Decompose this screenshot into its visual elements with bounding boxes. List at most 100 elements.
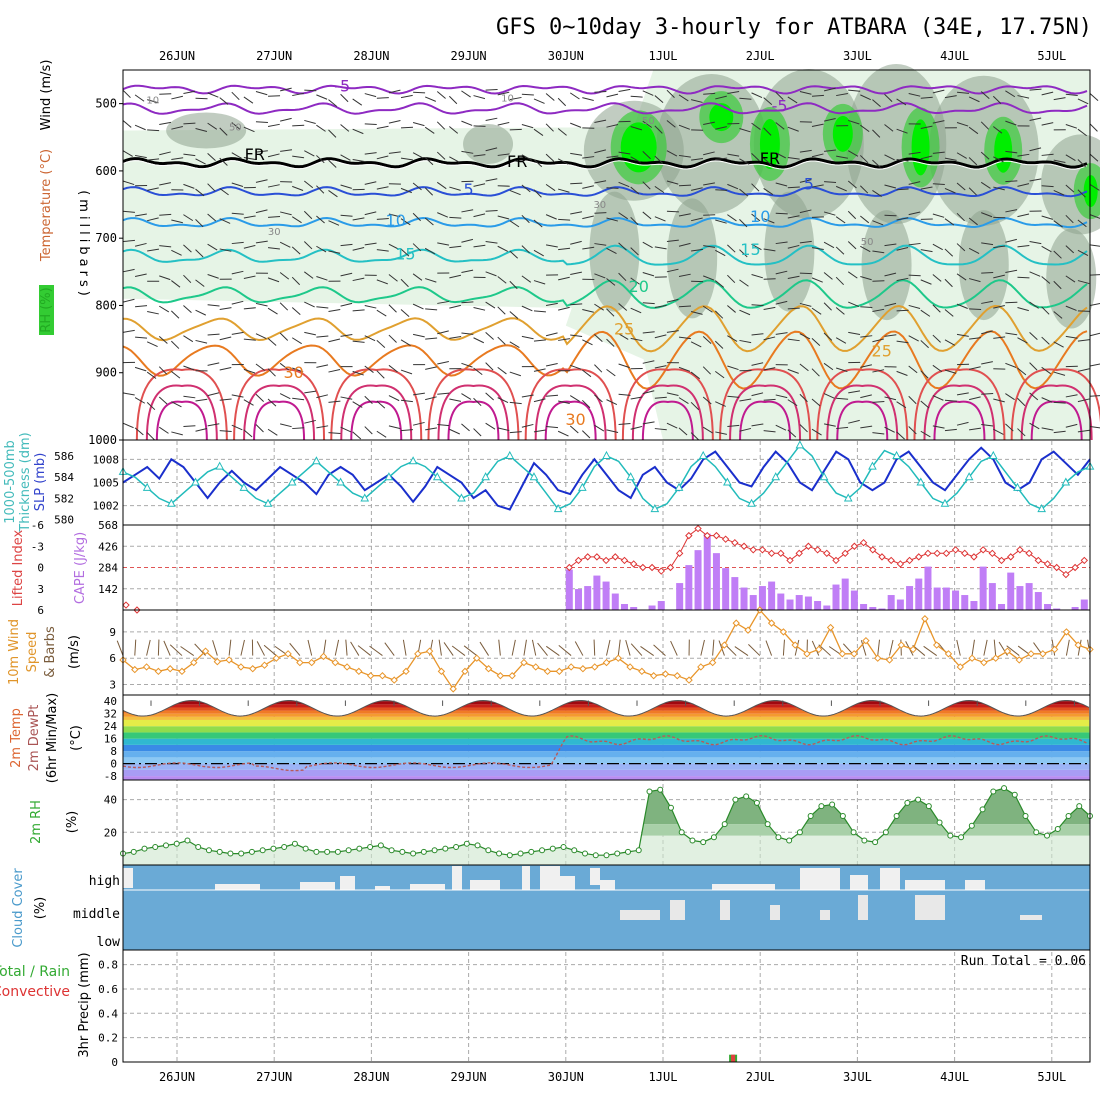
li-point — [832, 556, 840, 565]
temp-contour-25 — [122, 304, 1088, 353]
li-point — [1007, 553, 1015, 561]
wind-speed-point — [449, 685, 457, 693]
cloud-mid-gap — [820, 910, 830, 920]
upper-wind-barb — [557, 158, 569, 165]
bottom-day-label: 26JUN — [159, 1070, 195, 1084]
cape-bar — [915, 578, 923, 610]
wind-speed-point — [968, 654, 976, 662]
rh-blob — [1046, 228, 1097, 329]
wind-speed-point — [732, 619, 740, 627]
upper-wind-barb — [666, 210, 679, 213]
upper-wind-barb — [425, 366, 437, 370]
upper-wind-barb — [231, 152, 242, 159]
upper-wind-barb — [691, 248, 704, 252]
upper-wind-barb — [642, 151, 651, 160]
upper-wind-barb — [763, 336, 776, 341]
upper-wind-barb — [1065, 423, 1078, 428]
wind-speed-point — [166, 665, 174, 673]
upper-wind-barb — [147, 248, 160, 252]
warm-lobe — [437, 384, 510, 441]
upper-wind-barb — [509, 96, 522, 101]
rh2m-point — [517, 850, 524, 857]
upper-wind-barb — [799, 333, 811, 340]
temp-tick-label: 24 — [104, 720, 118, 733]
upper-wind-barb — [920, 340, 929, 349]
upper-wind-barb — [993, 336, 1006, 339]
warm-lobe — [544, 400, 597, 441]
upper-wind-barb — [1077, 98, 1089, 105]
li-point — [988, 549, 997, 558]
upper-wind-barb — [714, 340, 724, 349]
upper-wind-barb — [835, 246, 845, 255]
upper-wind-barb — [920, 279, 932, 285]
upper-wind-barb — [690, 341, 702, 348]
upper-wind-barb — [654, 216, 666, 222]
cape-bar — [593, 575, 601, 610]
upper-wind-barb — [316, 155, 325, 164]
rh2m-point — [281, 844, 288, 851]
upper-wind-barb — [304, 419, 316, 424]
upper-wind-barb — [461, 90, 471, 98]
cloud-unit-label: (%) — [33, 897, 48, 920]
upper-wind-barb — [606, 368, 616, 377]
wind-barb — [670, 640, 678, 656]
wind-speed-point — [649, 672, 658, 680]
li-point-early — [122, 601, 130, 609]
upper-wind-barb — [848, 331, 861, 335]
upper-wind-barb — [291, 276, 301, 286]
wind-speed-point — [260, 661, 269, 669]
warm-lobe — [933, 400, 986, 441]
temp-contour-30a — [122, 330, 1088, 390]
upper-wind-barb — [122, 422, 134, 429]
upper-wind-barb — [787, 307, 800, 310]
upper-wind-barb — [1089, 123, 1098, 132]
upper-wind-barb — [751, 243, 762, 251]
upper-wind-barb — [860, 306, 873, 309]
upper-wind-barb — [183, 305, 192, 313]
wind-speed-point — [213, 657, 222, 666]
upper-wind-barb — [243, 156, 256, 161]
wind-speed-point — [331, 658, 339, 667]
upper-wind-barb — [400, 339, 411, 347]
upper-wind-barb — [219, 97, 229, 105]
upper-wind-barb — [678, 94, 689, 102]
upper-wind-barb — [316, 276, 328, 281]
upper-wind-barb — [425, 396, 437, 401]
upper-wind-barb — [727, 335, 738, 342]
upper-wind-barb — [268, 215, 281, 218]
upper-wind-barb — [1089, 363, 1100, 367]
upper-wind-barb — [1005, 301, 1018, 304]
upper-wind-barb — [969, 308, 982, 310]
upper-wind-barb — [860, 94, 871, 101]
upper-wind-barb — [1017, 306, 1029, 312]
wind-speed-point — [838, 650, 847, 658]
top-day-label: 27JUN — [256, 49, 292, 63]
warm-lobe — [233, 368, 326, 441]
upper-wind-barb — [340, 333, 353, 337]
upper-wind-barb — [908, 395, 917, 405]
upper-wind-barb — [582, 97, 594, 101]
upper-wind-barb — [195, 128, 208, 132]
upper-wind-barb — [243, 368, 256, 374]
upper-wind-barb — [449, 245, 462, 249]
upper-wind-barb — [461, 120, 473, 126]
upper-wind-barb — [642, 360, 655, 364]
upper-wind-barb — [412, 212, 421, 222]
upper-wind-barb — [1053, 280, 1062, 290]
upper-wind-barb — [158, 366, 168, 375]
temp-contour-5 — [122, 186, 1088, 198]
upper-wind-barb — [328, 309, 341, 313]
upper-wind-barb — [219, 248, 232, 252]
upper-wind-barb — [158, 396, 168, 405]
upper-wind-barb — [1041, 122, 1054, 126]
rh2m-point — [678, 829, 685, 836]
upper-wind-barb — [799, 272, 812, 275]
warm-lobe — [253, 400, 306, 441]
wind-speed-point — [697, 663, 705, 671]
upper-wind-barb — [449, 336, 462, 339]
upper-wind-barb — [437, 424, 450, 427]
wind10m-panel — [116, 606, 1094, 693]
upper-wind-barb — [461, 269, 474, 273]
upper-wind-barb — [582, 185, 594, 189]
rh2m-point — [410, 850, 417, 857]
